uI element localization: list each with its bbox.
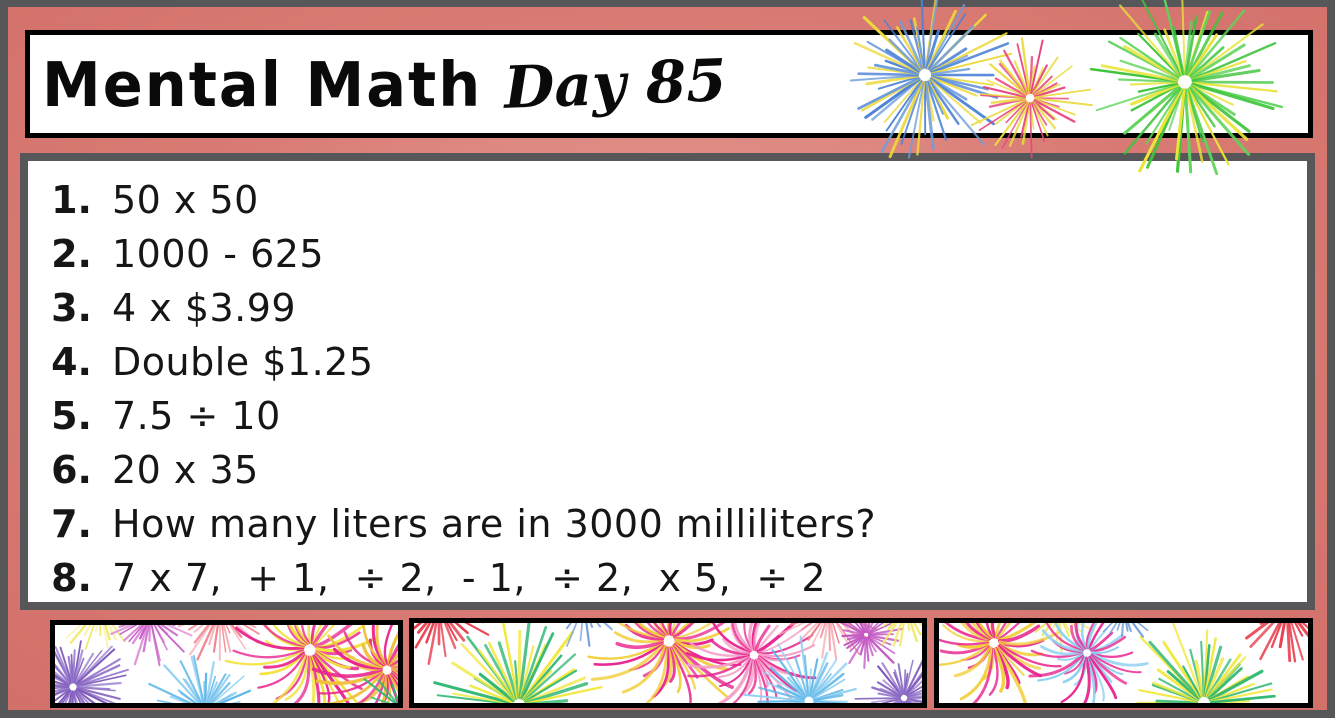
firework-burst-icon — [55, 640, 129, 703]
problem-item: 3. 4 x $3.99 — [28, 281, 1307, 335]
firework-burst-icon — [1245, 623, 1308, 663]
problem-number: 7. — [51, 502, 92, 546]
fireworks-strip-3 — [934, 618, 1313, 708]
problem-number: 2. — [51, 232, 92, 276]
problem-text: 4 x $3.99 — [112, 286, 297, 330]
firework-burst-icon — [839, 623, 905, 669]
firework-burst-icon — [433, 623, 603, 703]
firework-burst-icon — [363, 678, 398, 703]
fireworks-strip-1 — [50, 620, 403, 708]
problem-item: 4. Double $1.25 — [28, 335, 1307, 389]
problem-list: 1. 50 x 50 2. 1000 - 625 3. 4 x $3.99 4. Double… — [28, 161, 1307, 605]
problem-text: 1000 - 625 — [112, 232, 325, 276]
firework-burst-icon — [148, 654, 252, 703]
firework-burst-icon — [565, 623, 613, 647]
problem-text: 7.5 ÷ 10 — [112, 394, 281, 438]
firework-burst-icon — [104, 625, 193, 667]
problem-item: 8. 7 x 7, + 1, ÷ 2, - 1, ÷ 2, x 5, ÷ 2 — [28, 551, 1307, 605]
firework-burst-icon — [939, 623, 1062, 703]
problem-item: 5. 7.5 ÷ 10 — [28, 389, 1307, 443]
firework-burst-icon — [1028, 623, 1149, 703]
firework-burst-icon — [311, 625, 398, 703]
day-label: Day 85 — [503, 46, 728, 122]
fireworks-strip-2 — [409, 618, 927, 708]
firework-burst-icon — [685, 623, 817, 703]
problem-text: 50 x 50 — [112, 178, 259, 222]
firework-burst-icon — [414, 623, 490, 665]
fireworks-clipart-strip-3 — [939, 623, 1308, 703]
page-title: Mental Math — [42, 48, 483, 120]
problem-item: 7. How many liters are in 3000 milliliter… — [28, 497, 1307, 551]
firework-burst-icon — [224, 625, 376, 703]
problem-text: Double $1.25 — [112, 340, 374, 384]
problem-item: 1. 50 x 50 — [28, 173, 1307, 227]
firework-burst-icon — [65, 625, 126, 651]
problem-item: 2. 1000 - 625 — [28, 227, 1307, 281]
fireworks-clipart-strip-1 — [55, 625, 398, 703]
problem-number: 4. — [51, 340, 92, 384]
problem-item: 6. 20 x 35 — [28, 443, 1307, 497]
firework-burst-icon — [1136, 623, 1276, 703]
problem-text: 20 x 35 — [112, 448, 259, 492]
problem-number: 5. — [51, 394, 92, 438]
problem-number: 1. — [51, 178, 92, 222]
problem-panel: 1. 50 x 50 2. 1000 - 625 3. 4 x $3.99 4. Double… — [20, 153, 1315, 610]
firework-burst-icon — [1102, 623, 1149, 638]
firework-burst-icon — [587, 623, 742, 703]
firework-burst-icon — [854, 659, 922, 703]
title-banner: Mental Math Day 85 — [25, 30, 1313, 138]
problem-text: How many liters are in 3000 milliliters? — [112, 502, 877, 546]
fireworks-clipart-strip-2 — [414, 623, 922, 703]
problem-number: 8. — [51, 556, 92, 600]
problem-text: 7 x 7, + 1, ÷ 2, - 1, ÷ 2, x 5, ÷ 2 — [112, 556, 827, 600]
firework-burst-icon — [881, 623, 922, 647]
problem-number: 6. — [51, 448, 92, 492]
firework-burst-icon — [743, 635, 857, 703]
problem-number: 3. — [51, 286, 92, 330]
firework-burst-icon — [177, 625, 260, 662]
